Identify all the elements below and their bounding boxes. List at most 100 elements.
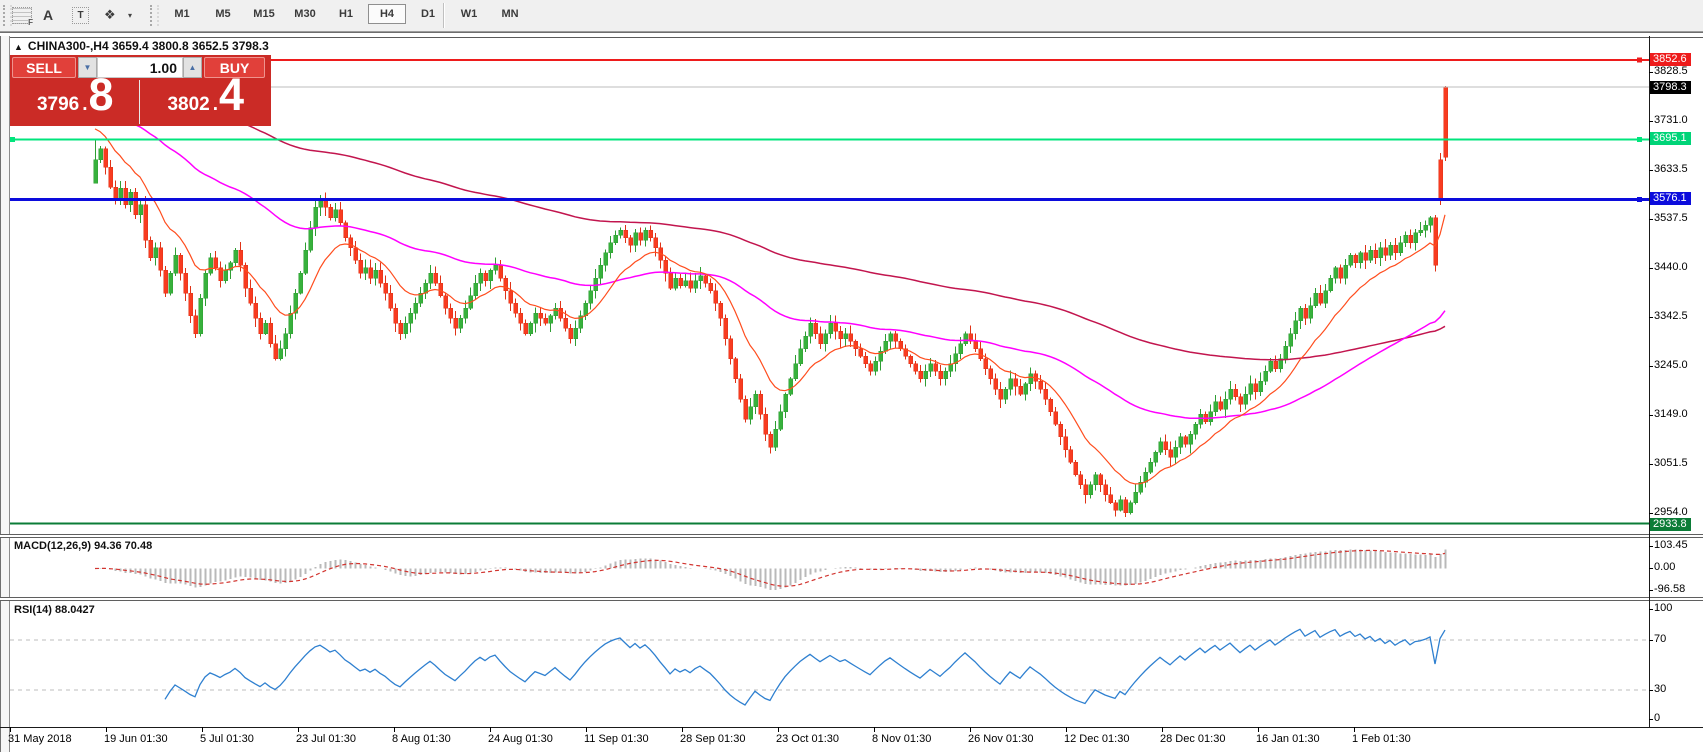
toolbar-separator (443, 3, 445, 28)
candle-body (993, 378, 998, 390)
time-axis-label: 16 Jan 01:30 (1256, 733, 1320, 745)
price-axis-label: 3440.0 (1654, 261, 1688, 273)
buy-price-display[interactable]: 3802. 4 (142, 72, 269, 124)
candle-body (1263, 371, 1268, 382)
candle-body (988, 368, 993, 380)
candle-body (1123, 499, 1128, 513)
candle-body (458, 318, 463, 329)
main-macd-separator[interactable] (0, 534, 1703, 538)
candle-body (1173, 446, 1178, 458)
candle-body (433, 272, 438, 284)
timeframe-m30[interactable]: M30 (294, 8, 316, 20)
candle-body (1228, 388, 1233, 400)
candle-body (503, 277, 508, 291)
candle-body (168, 272, 173, 294)
candles-layer (93, 85, 1448, 518)
candle-body (833, 323, 838, 332)
timeframe-m15[interactable]: M15 (253, 8, 275, 20)
price-axis-label: 3245.0 (1654, 359, 1688, 371)
toolbar-grip[interactable] (3, 5, 12, 26)
candle-body (383, 282, 388, 294)
time-axis-tick (1258, 727, 1259, 732)
candle-body (943, 371, 948, 380)
time-axis-tick (394, 727, 395, 732)
dropdown-caret-icon[interactable]: ▾ (128, 10, 133, 20)
macd-scale-label: -96.58 (1654, 583, 1686, 595)
candle-body (288, 313, 293, 334)
candle-body (328, 207, 333, 218)
timeframe-h1[interactable]: H1 (338, 8, 354, 20)
candle-body (513, 303, 518, 314)
candle-body (158, 247, 163, 271)
candle-body (488, 270, 493, 281)
candle-body (973, 340, 978, 349)
volume-decrease-button[interactable]: ▼ (78, 57, 97, 78)
candle-body (238, 250, 243, 266)
candle-body (278, 348, 283, 360)
macd-panel-chart[interactable] (10, 538, 1649, 597)
candle-body (213, 257, 218, 269)
candle-body (1213, 401, 1218, 412)
rsi-panel-chart[interactable] (10, 601, 1649, 727)
time-axis-label: 8 Nov 01:30 (872, 733, 932, 745)
price-axis-label: 3731.0 (1654, 114, 1688, 126)
candle-body (193, 315, 198, 334)
candle-body (483, 272, 488, 281)
time-axis-label: 23 Jul 01:30 (296, 733, 356, 745)
candle-body (848, 333, 853, 342)
candle-body (133, 192, 138, 216)
timeframe-m1[interactable]: M1 (174, 8, 190, 20)
price-axis-tick (1649, 72, 1653, 73)
candle-body (553, 308, 558, 317)
candle-body (1083, 484, 1088, 496)
object-arrows-icon[interactable]: ❖ (104, 7, 116, 22)
candle-body (528, 323, 533, 334)
volume-increase-button[interactable]: ▲ (183, 57, 202, 78)
line-handle (1637, 136, 1642, 142)
candle-body (148, 239, 153, 259)
candle-body (258, 318, 263, 334)
text-box-icon[interactable]: T (72, 4, 89, 26)
candle-body (218, 267, 223, 281)
line-handle (1637, 196, 1642, 202)
macd-rsi-separator[interactable] (0, 597, 1703, 601)
candle-body (793, 363, 798, 380)
buy-button[interactable]: BUY (204, 57, 265, 78)
timeframe-w1[interactable]: W1 (460, 8, 478, 20)
time-axis-tick (202, 727, 203, 732)
volume-input[interactable] (97, 57, 183, 78)
candle-body (1003, 388, 1008, 400)
text-label-icon[interactable]: A (43, 7, 54, 23)
time-axis-tick (874, 727, 875, 732)
candle-body (1343, 265, 1348, 279)
sell-button[interactable]: SELL (12, 57, 76, 78)
candle-body (708, 282, 713, 291)
macd-scale-label-tick (1649, 590, 1653, 591)
time-axis-label: 11 Sep 01:30 (584, 733, 649, 745)
candle-body (698, 275, 703, 281)
sell-price-display[interactable]: 3796. 8 (12, 72, 140, 124)
candle-body (948, 363, 953, 372)
candle-body (1088, 484, 1093, 496)
candle-body (863, 355, 868, 365)
candle-body (783, 393, 788, 412)
candlestick-chart[interactable] (10, 36, 1649, 534)
symbols-grid-icon[interactable]: F (12, 4, 33, 27)
toolbar-grip-2[interactable] (150, 5, 159, 26)
candle-body (563, 318, 568, 329)
timeframe-d1[interactable]: D1 (420, 8, 436, 20)
timeframe-m5[interactable]: M5 (215, 8, 231, 20)
time-axis-tick (778, 727, 779, 732)
candle-body (748, 406, 753, 420)
candle-body (1188, 434, 1193, 445)
timeframe-mn[interactable]: MN (501, 8, 519, 20)
candle-body (1223, 398, 1228, 410)
candle-body (1268, 361, 1273, 372)
fast-ma-line (94, 128, 1446, 485)
collapse-triangle-icon[interactable]: ▲ (14, 42, 23, 52)
candle-body (703, 275, 708, 284)
candle-body (1428, 217, 1433, 226)
candle-body (1118, 499, 1123, 511)
timeframe-h4[interactable]: H4 (368, 4, 406, 24)
candle-body (203, 272, 208, 299)
